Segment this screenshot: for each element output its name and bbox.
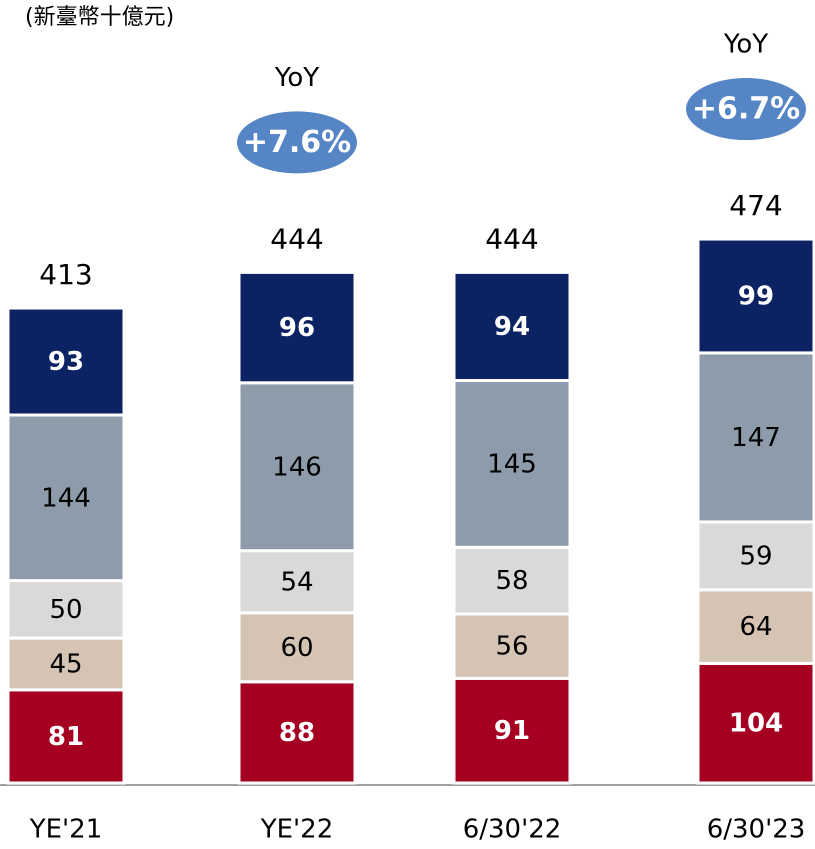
- total-label: 413: [39, 258, 92, 291]
- annotation-text: +6.7%: [692, 92, 800, 127]
- data-label: 60: [280, 633, 313, 663]
- data-label: 96: [279, 313, 315, 343]
- data-label: 93: [48, 347, 84, 377]
- bar-segment: [452, 545, 572, 616]
- bar-segment: [237, 611, 357, 684]
- bar-segment: [6, 306, 126, 417]
- data-label: 88: [279, 718, 315, 748]
- data-label: 146: [272, 452, 322, 482]
- bar-segment: [696, 661, 815, 785]
- total-label: 444: [270, 222, 323, 255]
- x-tick-label: 6/30'22: [463, 815, 562, 845]
- x-tick-label: YE'22: [260, 815, 334, 845]
- bar-segment: [696, 520, 815, 592]
- data-label: 50: [49, 595, 82, 625]
- bar-segment: [237, 680, 357, 785]
- data-label: 104: [729, 709, 783, 739]
- data-label: 144: [41, 483, 91, 513]
- bar-segment: [452, 676, 572, 785]
- data-label: 58: [495, 566, 528, 596]
- bar-segment: [452, 270, 572, 382]
- bar-segment: [452, 379, 572, 549]
- data-label: 64: [739, 612, 772, 642]
- data-label: 54: [280, 567, 313, 597]
- data-label: 81: [48, 722, 84, 752]
- bar-segment: [6, 413, 126, 583]
- data-label: 147: [731, 423, 781, 453]
- data-label: 145: [487, 449, 537, 479]
- annotation-text: +7.6%: [243, 125, 351, 160]
- annotation-title: YoY: [274, 63, 319, 93]
- x-tick-label: YE'21: [29, 815, 103, 845]
- bar-segment: [696, 588, 815, 665]
- bar-segment: [6, 688, 126, 785]
- x-tick-label: 6/30'23: [707, 815, 806, 845]
- bar-segment: [696, 351, 815, 524]
- bar-segment: [237, 381, 357, 553]
- annotation-badge: [686, 78, 806, 141]
- bar-segment: [237, 549, 357, 615]
- total-label: 444: [485, 222, 538, 255]
- bar-segment: [237, 270, 357, 385]
- data-label: 45: [49, 649, 82, 679]
- data-label: 91: [494, 716, 530, 746]
- bar-segment: [6, 636, 126, 692]
- data-label: 94: [494, 312, 530, 342]
- data-label: 99: [738, 281, 774, 311]
- annotation-title: YoY: [723, 30, 768, 60]
- chart-subtitle: (新臺幣十億元): [25, 5, 174, 30]
- data-label: 59: [739, 541, 772, 571]
- total-label: 474: [729, 189, 782, 222]
- bar-segment: [696, 237, 815, 355]
- bar-segment: [452, 612, 572, 680]
- annotation-badge: [237, 111, 357, 174]
- data-label: 56: [495, 632, 528, 662]
